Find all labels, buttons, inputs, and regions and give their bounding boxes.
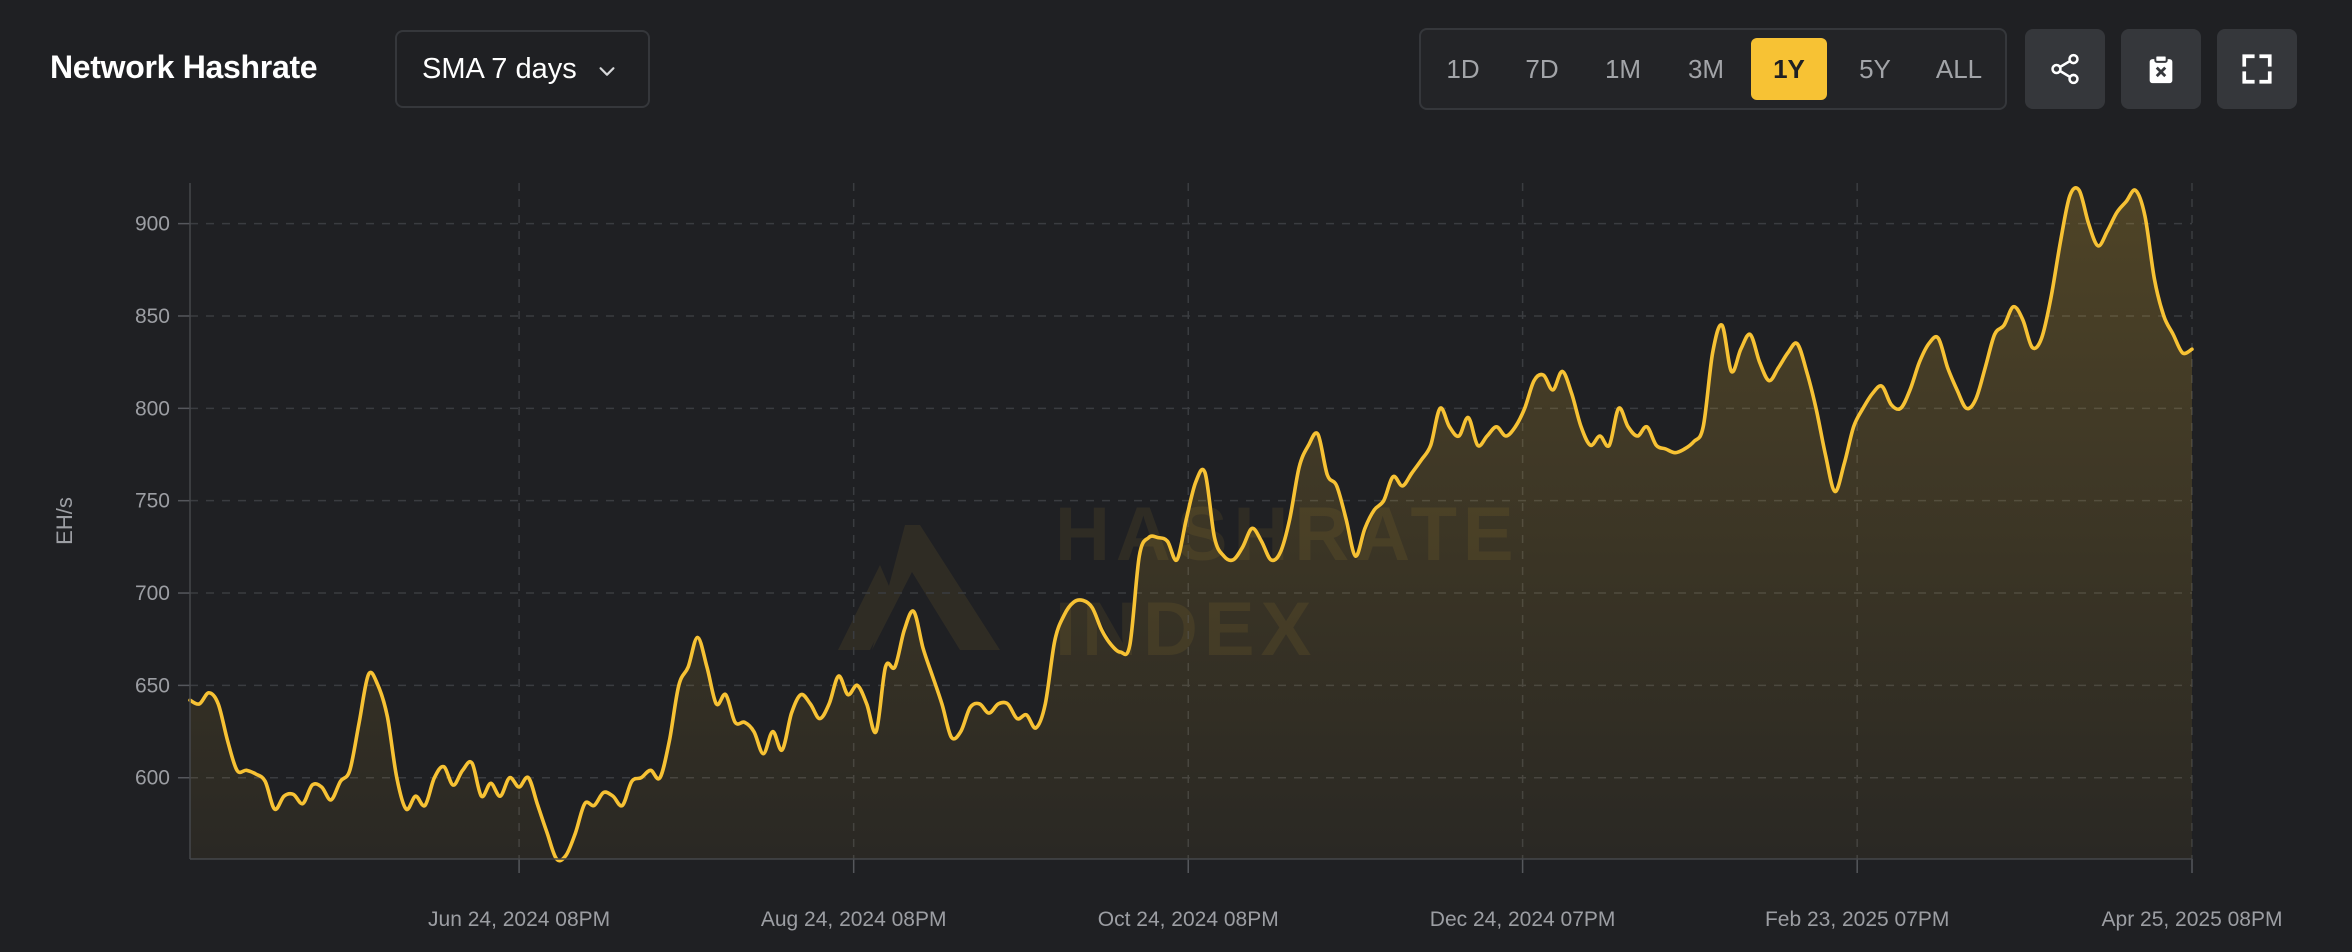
range-1y-button[interactable]: 1Y [1751, 38, 1827, 100]
y-tick-label: 750 [135, 490, 170, 513]
x-axis-ticks: Jun 24, 2024 08PM Aug 24, 2024 08PM Oct 24… [428, 908, 2282, 931]
range-7d-button[interactable]: 7D [1525, 53, 1559, 84]
y-tick-label: 650 [135, 674, 170, 697]
x-tick-label: Dec 24, 2024 07PM [1430, 908, 1616, 931]
fullscreen-icon [2242, 54, 2272, 84]
range-all-button[interactable]: ALL [1935, 53, 1983, 84]
fullscreen-button[interactable] [2217, 29, 2297, 109]
range-1d-button[interactable]: 1D [1446, 53, 1480, 84]
y-tick-label: 800 [135, 397, 170, 420]
x-tick-label: Feb 23, 2025 07PM [1765, 908, 1949, 931]
y-tick-label: 900 [135, 213, 170, 236]
y-tick-label: 850 [135, 305, 170, 328]
range-1m-button[interactable]: 1M [1604, 53, 1642, 84]
y-tick-label: 700 [135, 582, 170, 605]
copy-to-clipboard-button[interactable] [2121, 29, 2201, 109]
y-axis-label: EH/s [52, 497, 77, 545]
range-3m-button[interactable]: 3M [1687, 53, 1725, 84]
chevron-down-icon [599, 67, 615, 76]
time-range-selector: 1D 7D 1M 3M 1Y 5Y ALL [1419, 28, 2007, 110]
series-area [190, 187, 2192, 861]
y-axis-ticks: 600 650 700 750 800 850 900 [135, 213, 170, 790]
share-button[interactable] [2025, 29, 2105, 109]
x-tick-label: Jun 24, 2024 08PM [428, 908, 610, 931]
sma-dropdown-value: SMA 7 days [422, 52, 577, 85]
page-title: Network Hashrate [50, 49, 318, 85]
range-5y-button[interactable]: 5Y [1859, 53, 1891, 84]
x-tick-label: Apr 25, 2025 08PM [2102, 908, 2283, 931]
clipboard-icon [2149, 54, 2173, 84]
x-tick-label: Aug 24, 2024 08PM [761, 908, 947, 931]
axes [178, 183, 2193, 873]
series-line [188, 186, 2194, 863]
y-tick-label: 600 [135, 767, 170, 790]
x-tick-label: Oct 24, 2024 08PM [1098, 908, 1279, 931]
share-icon [2051, 53, 2079, 85]
sma-dropdown[interactable]: SMA 7 days [395, 30, 650, 108]
